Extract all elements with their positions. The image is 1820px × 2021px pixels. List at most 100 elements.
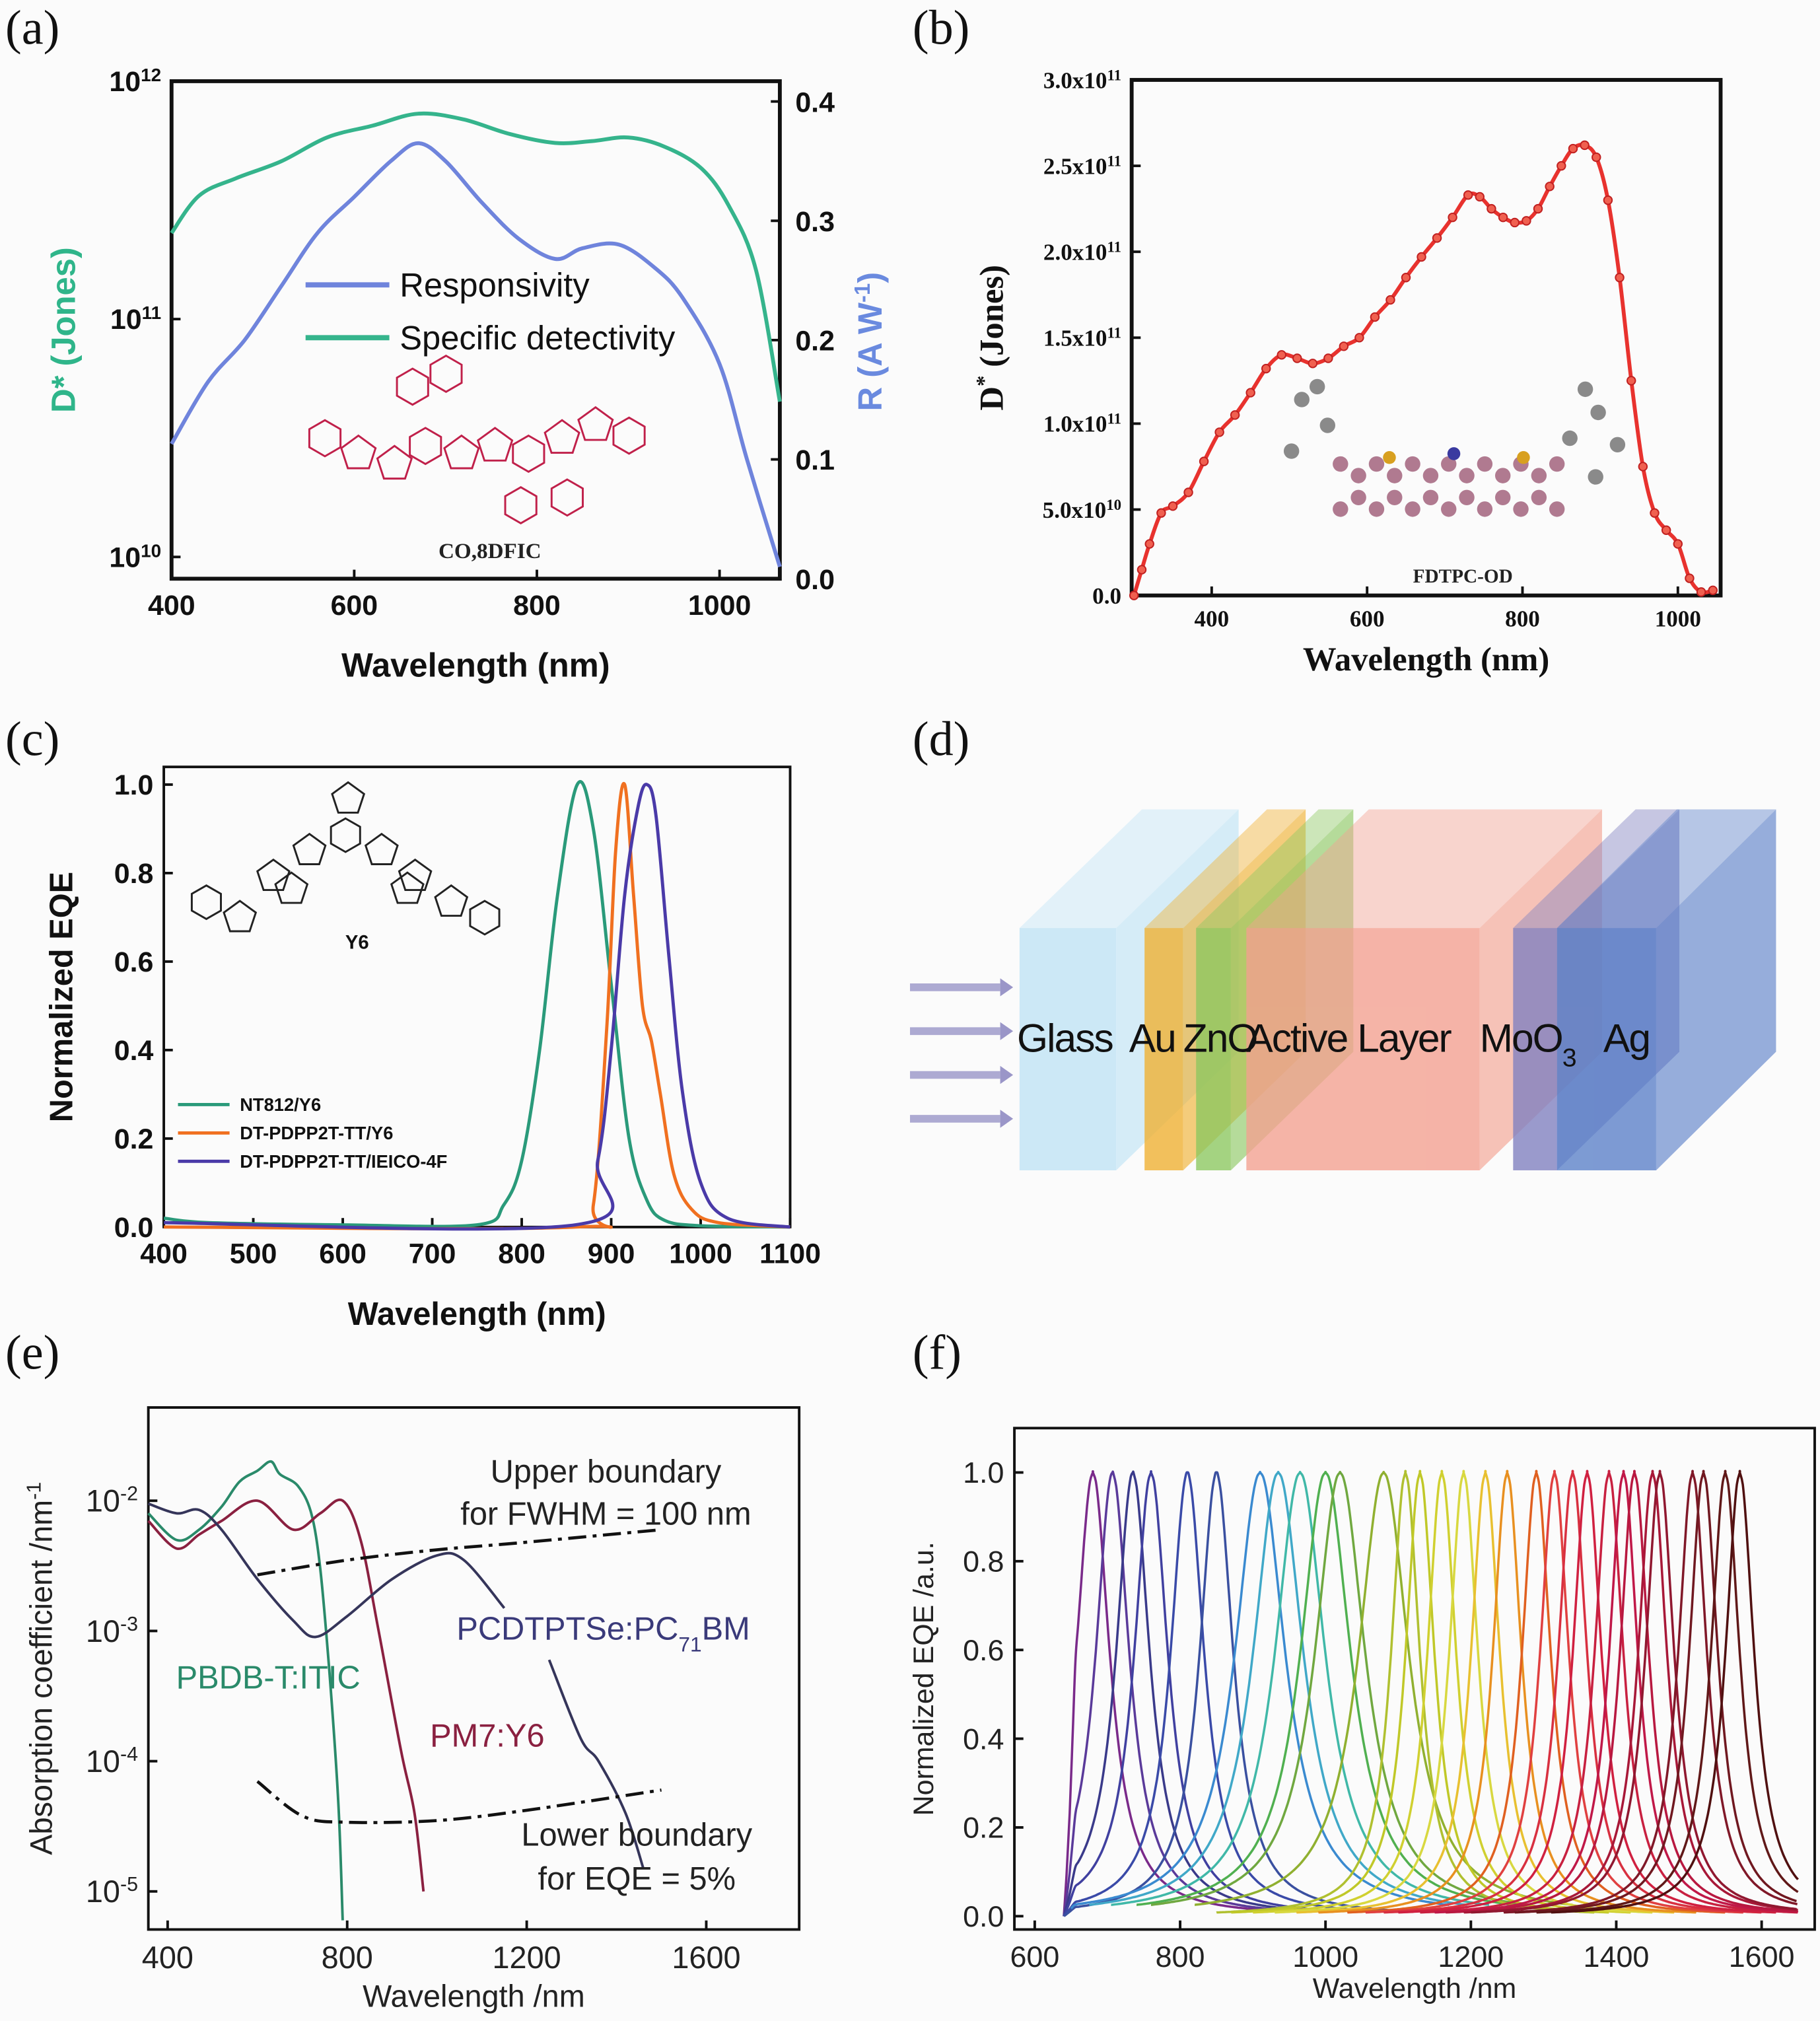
y-axis-title: Normalized EQE [44,872,80,1122]
y-tick-label: 0.6 [114,946,154,978]
x-tick-label: 1200 [493,1940,561,1975]
x-tick-label: 800 [322,1940,373,1975]
y2-tick-label: 0.2 [795,326,835,357]
inset-molecule-label: Y6 [345,932,369,953]
data-point-marker [1568,143,1578,154]
data-point-marker [1385,295,1395,305]
data-point-marker [1417,252,1426,262]
atom [1562,430,1578,446]
x-tick-label: 1000 [1292,1940,1358,1973]
arrow-head-icon [1000,978,1014,997]
right-tick-labels: 0.0 0.1 0.2 0.3 0.4 [795,87,835,596]
y-tick-label: 1.5x1011 [1043,324,1121,351]
layer-label: Au [1129,1015,1175,1060]
atom [1387,489,1403,505]
data-point-marker [1510,217,1520,228]
legend-label: Specific detectivity [400,319,676,357]
x-axis-title: Wavelength (nm) [1303,641,1549,678]
tick-labels: 400 600 800 1000 0.0 5.0x1010 1.0x1011 1.5x1011… [1043,67,1701,632]
atom [1590,404,1606,421]
x-tick-label: 600 [319,1238,367,1270]
x-axis-title: Wavelength /nm [1313,1973,1517,2004]
data-point-marker [1603,195,1613,205]
eqe-peak-curve [1397,1470,1777,1914]
data-point-marker [1323,353,1333,363]
data-point-marker [1401,273,1411,283]
y-tick-label: 5.0x1010 [1043,496,1121,523]
y-tick-label: 10-4 [86,1743,138,1779]
y-tick-label: 0.6 [963,1633,1004,1667]
x-tick-label: 1600 [672,1940,740,1975]
atom [1283,443,1300,459]
data-point-marker [1432,233,1442,243]
layer-front-face [1246,928,1480,1170]
data-point-marker [1230,410,1240,420]
molecule-ring [504,485,538,525]
layer-label: Glass [1017,1015,1113,1060]
y-tick-label: 0.2 [114,1123,154,1155]
eqe-peak-curve [1550,1470,1800,1914]
data-point-marker [1129,590,1139,600]
series-line-responsivity [170,141,782,567]
eqe-peak-curve [1383,1470,1762,1914]
inset-molecule-label: FDTPC-OD [1413,566,1513,587]
atom [1387,468,1403,483]
data-point-marker [1370,312,1380,322]
x-tick-label: 700 [409,1238,456,1270]
molecule-ring [308,419,342,458]
molecule-ring [331,781,366,814]
atom [1350,468,1366,483]
y-tick-label: 3.0x1011 [1043,67,1121,94]
y-tick-label: 0.0 [1092,583,1121,609]
data-point-marker [1533,203,1543,214]
atom [1447,447,1461,460]
annotation-lower-2: for EQE = 5% [538,1861,736,1897]
layer-front-face [1513,928,1557,1170]
chart-b-detectivity: 400 600 800 1000 0.0 5.0x1010 1.0x1011 1.5x1011… [973,67,1723,678]
layer-top-face [1513,809,1680,929]
data-point-marker [1339,341,1349,351]
data-point-marker [1522,216,1531,226]
x-tick-label: 400 [1195,606,1230,631]
molecule-ring [550,478,584,517]
atom [1459,468,1475,483]
layer-label: Active Layer [1246,1015,1452,1060]
molecule-ring [292,832,327,865]
data-point-marker [1463,190,1473,200]
data-point-marker [1487,203,1496,214]
atom [1309,378,1325,395]
atom [1459,489,1475,505]
eqe-peak-curve [1445,1470,1798,1914]
x-tick-label: 1000 [1655,606,1701,631]
data-point-marker [1183,487,1193,497]
chart-f-narrowband-eqe: 600 800 1000 1200 1400 1600 0.0 0.2 0.4 0.6 0.8 1.0… [908,1427,1816,2004]
x-tick-label: 600 [1010,1940,1059,1973]
legend-label: DT-PDPP2T-TT/Y6 [240,1123,393,1143]
x-tick-label: 800 [1505,606,1540,631]
tick-labels: 400 600 800 1000 1010 1011 1012 [109,64,751,621]
boundary-line [257,1528,662,1577]
arrow-head-icon [1000,1065,1014,1084]
panel-label-f: (f) [913,1326,962,1380]
data-point-marker [1261,363,1271,374]
molecule-ring [409,427,442,466]
atom [1422,468,1439,483]
data-point-marker [1626,376,1636,386]
annotation-upper-1: Upper boundary [491,1454,722,1489]
eqe-peak-curve [1136,1470,1515,1906]
molecule-structure-icon [308,354,646,525]
boundary-line [256,1780,662,1824]
data-point-marker [1354,333,1364,343]
y-axis-title: Normalized EQE /a.u. [908,1542,940,1816]
atom [1333,501,1348,517]
y-tick-label: 1010 [109,540,161,573]
panel-label-d: (d) [913,713,969,767]
data-point-marker [1696,587,1706,597]
x-tick-label: 1600 [1729,1940,1795,1973]
y-tick-label: 1012 [109,64,161,98]
y-tick-label: 0.8 [963,1545,1004,1578]
annotation-pm7: PM7:Y6 [430,1718,544,1754]
layer-label: Ag [1603,1015,1650,1060]
eqe-peak-curve [1470,1470,1797,1914]
